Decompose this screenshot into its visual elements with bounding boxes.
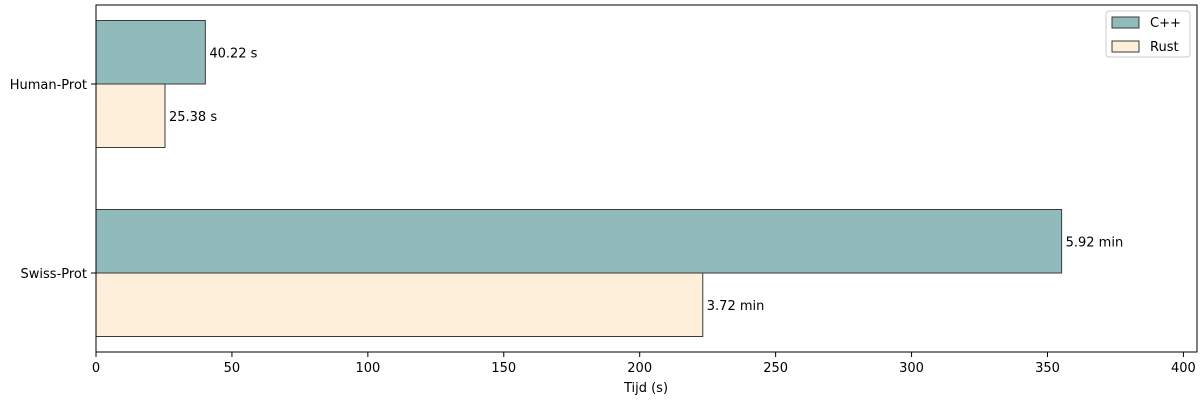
x-axis-label: Tijd (s) xyxy=(623,381,668,396)
y-axis-ticks: Human-Prot Swiss-Prot xyxy=(10,78,96,282)
x-tick-label: 400 xyxy=(1171,361,1196,376)
plot-frame xyxy=(95,4,1198,353)
x-tick-label: 350 xyxy=(1035,361,1060,376)
bar-value-label: 25.38 s xyxy=(169,110,217,125)
bar-value-label: 5.92 min xyxy=(1066,235,1124,250)
x-tick-label: 50 xyxy=(224,361,241,376)
bar-value-label: 40.22 s xyxy=(209,46,257,61)
x-tick-label: 300 xyxy=(899,361,924,376)
x-tick-label: 0 xyxy=(92,361,100,376)
bar-cpp-human-prot xyxy=(95,20,206,85)
x-tick-label: 250 xyxy=(763,361,788,376)
legend-swatch xyxy=(1111,16,1140,29)
legend: C++ Rust xyxy=(1105,10,1191,58)
x-tick-label: 200 xyxy=(627,361,652,376)
x-axis-ticks: 0 50 100 150 200 250 300 350 400 xyxy=(92,352,1196,376)
legend-swatch xyxy=(1111,40,1140,53)
bars-group xyxy=(95,20,1063,337)
y-tick-label: Swiss-Prot xyxy=(21,267,87,282)
x-tick-label: 100 xyxy=(355,361,380,376)
y-tick-label: Human-Prot xyxy=(10,78,87,93)
bar-cpp-swiss-prot xyxy=(95,209,1063,274)
bar-rust-human-prot xyxy=(95,83,166,148)
bar-rust-swiss-prot xyxy=(95,272,704,337)
legend-label: Rust xyxy=(1150,40,1179,55)
value-labels-group: 40.22 s 25.38 s 5.92 min 3.72 min xyxy=(169,46,1123,314)
x-tick-label: 150 xyxy=(491,361,516,376)
bar-value-label: 3.72 min xyxy=(707,299,765,314)
legend-label: C++ xyxy=(1150,16,1181,31)
